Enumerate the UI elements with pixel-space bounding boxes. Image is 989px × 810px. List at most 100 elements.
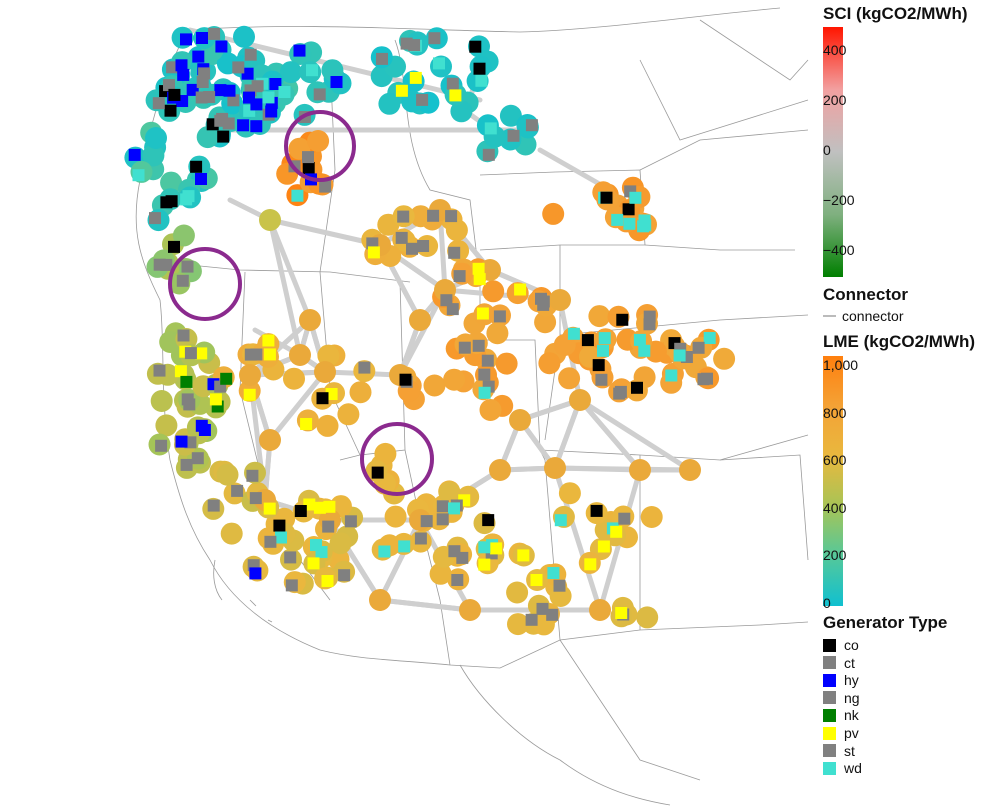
bus-node: [307, 130, 330, 152]
bus-node: [558, 367, 581, 390]
generator-marker: [338, 569, 351, 582]
generator-legend-label: co: [844, 637, 859, 653]
generator-legend-item: st: [823, 743, 855, 759]
generator-marker: [208, 27, 221, 40]
generator-marker: [600, 191, 613, 204]
connector-line: [552, 397, 583, 471]
generator-marker: [165, 195, 178, 208]
generator-marker: [473, 62, 486, 75]
lme-tick-2: 600: [823, 452, 847, 469]
highlight-rings: [168, 110, 434, 496]
generator-legend-item: ng: [823, 690, 860, 706]
generator-marker: [181, 393, 194, 406]
generator-marker: [330, 76, 343, 88]
generator-marker: [358, 361, 371, 374]
generator-marker: [155, 439, 168, 452]
connector-line: [577, 397, 643, 473]
bus-node: [409, 205, 432, 228]
generator-marker: [633, 333, 646, 346]
bus-node: [160, 171, 183, 194]
generator-marker: [217, 130, 230, 143]
generator-marker: [456, 551, 469, 564]
lme-tick-1: 800: [823, 404, 847, 421]
bus-node: [374, 442, 397, 465]
bus-node: [489, 459, 511, 481]
generator-marker: [300, 418, 313, 430]
bus-node: [384, 505, 407, 528]
generator-marker: [581, 334, 594, 347]
generator-marker: [198, 424, 211, 436]
generator-marker: [166, 61, 179, 74]
generator-marker: [482, 148, 495, 161]
bus-node: [486, 322, 509, 345]
generator-marker: [177, 329, 190, 342]
generator-marker: [478, 558, 491, 571]
bus-node: [239, 364, 261, 386]
bus-node: [640, 506, 663, 528]
generator-marker: [611, 213, 624, 226]
generator-marker: [537, 298, 550, 311]
bus-node: [509, 409, 531, 431]
bus-node: [317, 344, 340, 367]
bus-node: [329, 532, 352, 555]
generator-marker: [449, 89, 462, 102]
sci-tick-3: −200: [823, 192, 855, 208]
generator-marker: [264, 535, 277, 548]
swatch-icon: [823, 744, 836, 758]
generator-marker: [323, 500, 336, 513]
generator-marker: [701, 372, 713, 385]
lme-colorbar: [823, 356, 843, 606]
bus-node: [443, 368, 466, 391]
bus-node: [534, 311, 557, 334]
generator-marker: [207, 499, 220, 512]
generator-marker: [325, 388, 338, 400]
generator-marker: [493, 310, 506, 323]
generator-marker: [395, 231, 408, 244]
generator-marker: [176, 274, 189, 287]
generator-marker: [168, 88, 181, 101]
power-grid-map: [124, 7, 809, 806]
generator-marker: [614, 385, 627, 398]
generator-marker: [273, 519, 286, 532]
generator-marker: [476, 307, 489, 320]
generator-marker: [315, 546, 328, 558]
sci-colorbar: [823, 27, 843, 277]
bus-node: [549, 289, 571, 311]
generator-marker: [313, 88, 326, 101]
connector-line: [577, 397, 693, 473]
generator-marker: [307, 557, 320, 570]
generator-marker: [306, 64, 318, 77]
generator-marker: [180, 458, 193, 471]
bus-node: [542, 202, 565, 225]
generator-legend-item: hy: [823, 672, 859, 688]
sci-legend-title: SCI (kgCO2/MWh): [823, 4, 968, 23]
generator-marker: [397, 210, 410, 223]
generator-marker: [427, 209, 440, 222]
generator-marker: [263, 348, 276, 361]
generator-marker: [451, 574, 464, 586]
generator-marker: [132, 169, 145, 182]
generator-marker: [378, 545, 391, 558]
bus-node: [499, 104, 522, 127]
lme-tick-4: 200: [823, 547, 847, 564]
generator-marker: [262, 91, 275, 104]
generator-marker: [249, 492, 262, 505]
generator-marker: [530, 574, 543, 586]
generator-marker: [458, 341, 471, 354]
bus-node: [378, 92, 401, 115]
generator-marker: [475, 74, 488, 87]
generator-marker: [321, 575, 334, 587]
generator-marker: [478, 541, 491, 554]
generator-marker: [181, 260, 194, 273]
generator-marker: [293, 44, 306, 57]
generator-marker: [192, 50, 205, 63]
generator-legend-label: ng: [844, 689, 860, 706]
generator-marker: [203, 91, 216, 103]
swatch-icon: [823, 656, 836, 670]
generator-marker: [291, 189, 304, 202]
highlight-ring: [168, 247, 242, 321]
lme-tick-0: 1,000: [823, 357, 859, 373]
sci-tick-0: 400: [823, 42, 847, 58]
generator-marker: [643, 318, 656, 331]
bus-node: [544, 457, 566, 479]
